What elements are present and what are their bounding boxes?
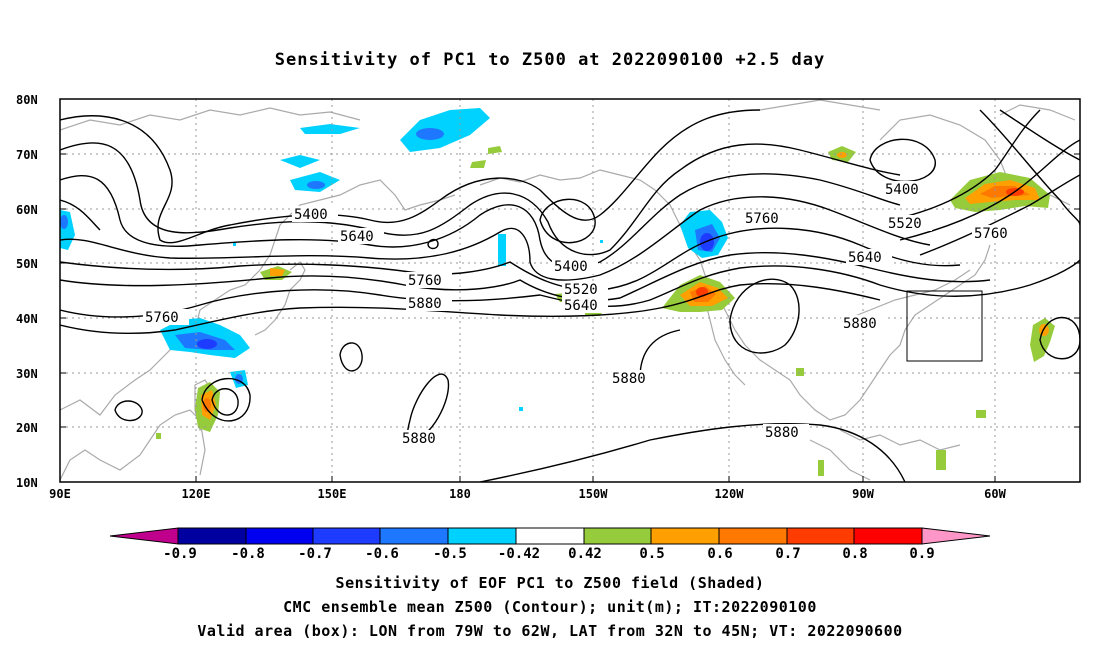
contour-label: 5760 xyxy=(745,211,779,227)
lon-label: 150W xyxy=(579,487,609,501)
colorbar-swatch xyxy=(650,527,720,545)
contour-label: 5400 xyxy=(885,182,919,198)
lon-label: 180 xyxy=(449,487,471,501)
contour-label: 5760 xyxy=(974,226,1008,242)
colorbar-tick: 0.6 xyxy=(707,546,732,562)
colorbar-swatch xyxy=(718,527,788,545)
lat-label: 50N xyxy=(16,257,38,271)
lat-label: 40N xyxy=(16,312,38,326)
colorbar-tick: 0.9 xyxy=(909,546,934,562)
lat-label: 70N xyxy=(16,148,38,162)
colorbar-swatch xyxy=(515,527,585,545)
map-title: Sensitivity of PC1 to Z500 at 2022090100… xyxy=(274,50,826,70)
contour-label: 5880 xyxy=(843,316,877,332)
colorbar-swatch xyxy=(245,527,314,545)
contour-label: 5640 xyxy=(564,298,598,314)
lon-label: 120E xyxy=(182,487,211,501)
colorbar-tick: -0.42 xyxy=(498,546,540,562)
lon-label: 150E xyxy=(318,487,347,501)
colorbar-swatch xyxy=(853,527,923,545)
contour-label: 5520 xyxy=(888,216,922,232)
colorbar-tick: 0.42 xyxy=(568,546,602,562)
colorbar-tick: 0.5 xyxy=(639,546,664,562)
colorbar-swatch xyxy=(312,527,381,545)
colorbar-tick: -0.9 xyxy=(163,546,197,562)
caption-line-1: Sensitivity of EOF PC1 to Z500 field (Sh… xyxy=(335,574,765,592)
contour-label: 5880 xyxy=(612,371,646,387)
contour-label: 5400 xyxy=(294,207,328,223)
colorbar-arrow-high xyxy=(921,527,991,545)
colorbar-swatch xyxy=(786,527,855,545)
contour-label: 5400 xyxy=(554,259,588,275)
contour-label: 5880 xyxy=(402,431,436,447)
colorbar-tick: -0.8 xyxy=(231,546,265,562)
lon-label: 90W xyxy=(852,487,874,501)
axis-ticks xyxy=(60,153,1080,482)
colorbar: -0.9 -0.8 -0.7 -0.6 -0.5 -0.42 0.42 0.5 … xyxy=(109,527,991,562)
caption-line-3: Valid area (box): LON from 79W to 62W, L… xyxy=(197,622,903,640)
lon-label: 60W xyxy=(984,487,1006,501)
valid-area-box xyxy=(906,290,983,362)
colorbar-tick: 0.7 xyxy=(775,546,800,562)
contour-label: 5880 xyxy=(765,425,799,441)
contour-label: 5760 xyxy=(145,310,179,326)
lat-label: 80N xyxy=(16,93,38,107)
lat-labels: 80N 70N 60N 50N 40N 30N 20N 10N xyxy=(16,93,38,490)
lon-labels: 90E 120E 150E 180 150W 120W 90W 60W xyxy=(49,487,1006,501)
map-frame xyxy=(59,98,1081,483)
caption-line-2: CMC ensemble mean Z500 (Contour); unit(m… xyxy=(283,598,817,616)
grid-lines xyxy=(60,99,1080,482)
contour-label: 5640 xyxy=(340,229,374,245)
colorbar-swatch xyxy=(379,527,449,545)
contour-label: 5880 xyxy=(408,296,442,312)
colorbar-tick: -0.7 xyxy=(298,546,332,562)
lat-label: 10N xyxy=(16,476,38,490)
lon-label: 90E xyxy=(49,487,71,501)
contour-labels: 5400 5640 5760 5880 5760 5400 5520 5640 … xyxy=(143,181,1018,447)
colorbar-swatch xyxy=(583,527,652,545)
colorbar-arrow-low xyxy=(109,527,179,545)
contour-label: 5760 xyxy=(408,273,442,289)
colorbar-tick: -0.5 xyxy=(433,546,467,562)
lat-label: 20N xyxy=(16,421,38,435)
lon-label: 120W xyxy=(715,487,745,501)
lat-label: 30N xyxy=(16,367,38,381)
contour-label: 5520 xyxy=(564,282,598,298)
lat-label: 60N xyxy=(16,203,38,217)
contour-label: 5640 xyxy=(848,250,882,266)
colorbar-swatch xyxy=(447,527,517,545)
colorbar-tick: 0.8 xyxy=(842,546,867,562)
colorbar-tick: -0.6 xyxy=(365,546,399,562)
colorbar-swatch xyxy=(177,527,247,545)
